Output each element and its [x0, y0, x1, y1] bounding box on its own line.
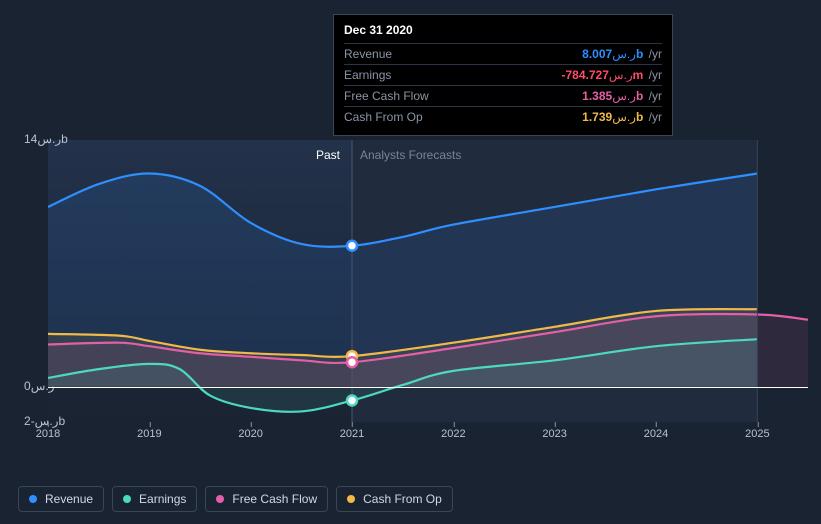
legend-dot-icon [123, 495, 131, 503]
x-axis: 20182019202020212022202320242025 [48, 428, 808, 448]
tooltip-metric-value: 8.007ر.سb /yr [464, 47, 662, 61]
tooltip-date: Dec 31 2020 [344, 23, 662, 37]
legend-item-earnings[interactable]: Earnings [112, 486, 197, 512]
legend-label: Earnings [139, 492, 186, 506]
legend-item-revenue[interactable]: Revenue [18, 486, 104, 512]
y-tick-label: ر.س14b [24, 132, 68, 146]
chart-legend: Revenue Earnings Free Cash Flow Cash From O… [18, 486, 453, 512]
tooltip-row: Free Cash Flow1.385ر.سb /yr [344, 85, 662, 106]
legend-dot-icon [216, 495, 224, 503]
past-label: Past [316, 148, 340, 162]
x-tick-label: 2023 [542, 428, 566, 440]
zero-baseline [48, 387, 808, 388]
earnings-revenue-chart[interactable]: 2018 2019 2020 2021 2022 2023 2024 2025 ر.س14b ر… [18, 118, 810, 448]
legend-item-fcf[interactable]: Free Cash Flow [205, 486, 328, 512]
legend-dot-icon [29, 495, 37, 503]
tooltip-metric-value: 1.385ر.سb /yr [464, 89, 662, 103]
x-tick-label: 2025 [745, 428, 769, 440]
legend-label: Cash From Op [363, 492, 442, 506]
tooltip-row: Revenue8.007ر.سb /yr [344, 43, 662, 64]
tooltip-row: Earnings-784.727ر.سm /yr [344, 64, 662, 85]
x-tick-label: 2021 [340, 428, 364, 440]
tooltip-metric-label: Revenue [344, 47, 464, 61]
cursor-marker-earnings [347, 395, 357, 405]
x-tick-label: 2019 [137, 428, 161, 440]
tooltip-metric-label: Free Cash Flow [344, 89, 464, 103]
legend-label: Free Cash Flow [232, 492, 317, 506]
x-tick-label: 2018 [36, 428, 60, 440]
tooltip-metric-value: -784.727ر.سm /yr [464, 68, 662, 82]
legend-item-cfo[interactable]: Cash From Op [336, 486, 453, 512]
tooltip-metric-label: Earnings [344, 68, 464, 82]
y-tick-label: ر.س-2b [24, 414, 65, 428]
x-tick-label: 2022 [441, 428, 465, 440]
legend-label: Revenue [45, 492, 93, 506]
y-tick-label: ر.س0 [24, 379, 54, 393]
legend-dot-icon [347, 495, 355, 503]
forecast-label: Analysts Forecasts [360, 148, 461, 162]
x-tick-label: 2020 [238, 428, 262, 440]
chart-svg [48, 140, 808, 422]
cursor-marker-fcf [347, 357, 357, 367]
x-tick-label: 2024 [644, 428, 668, 440]
cursor-marker-revenue [347, 241, 357, 251]
